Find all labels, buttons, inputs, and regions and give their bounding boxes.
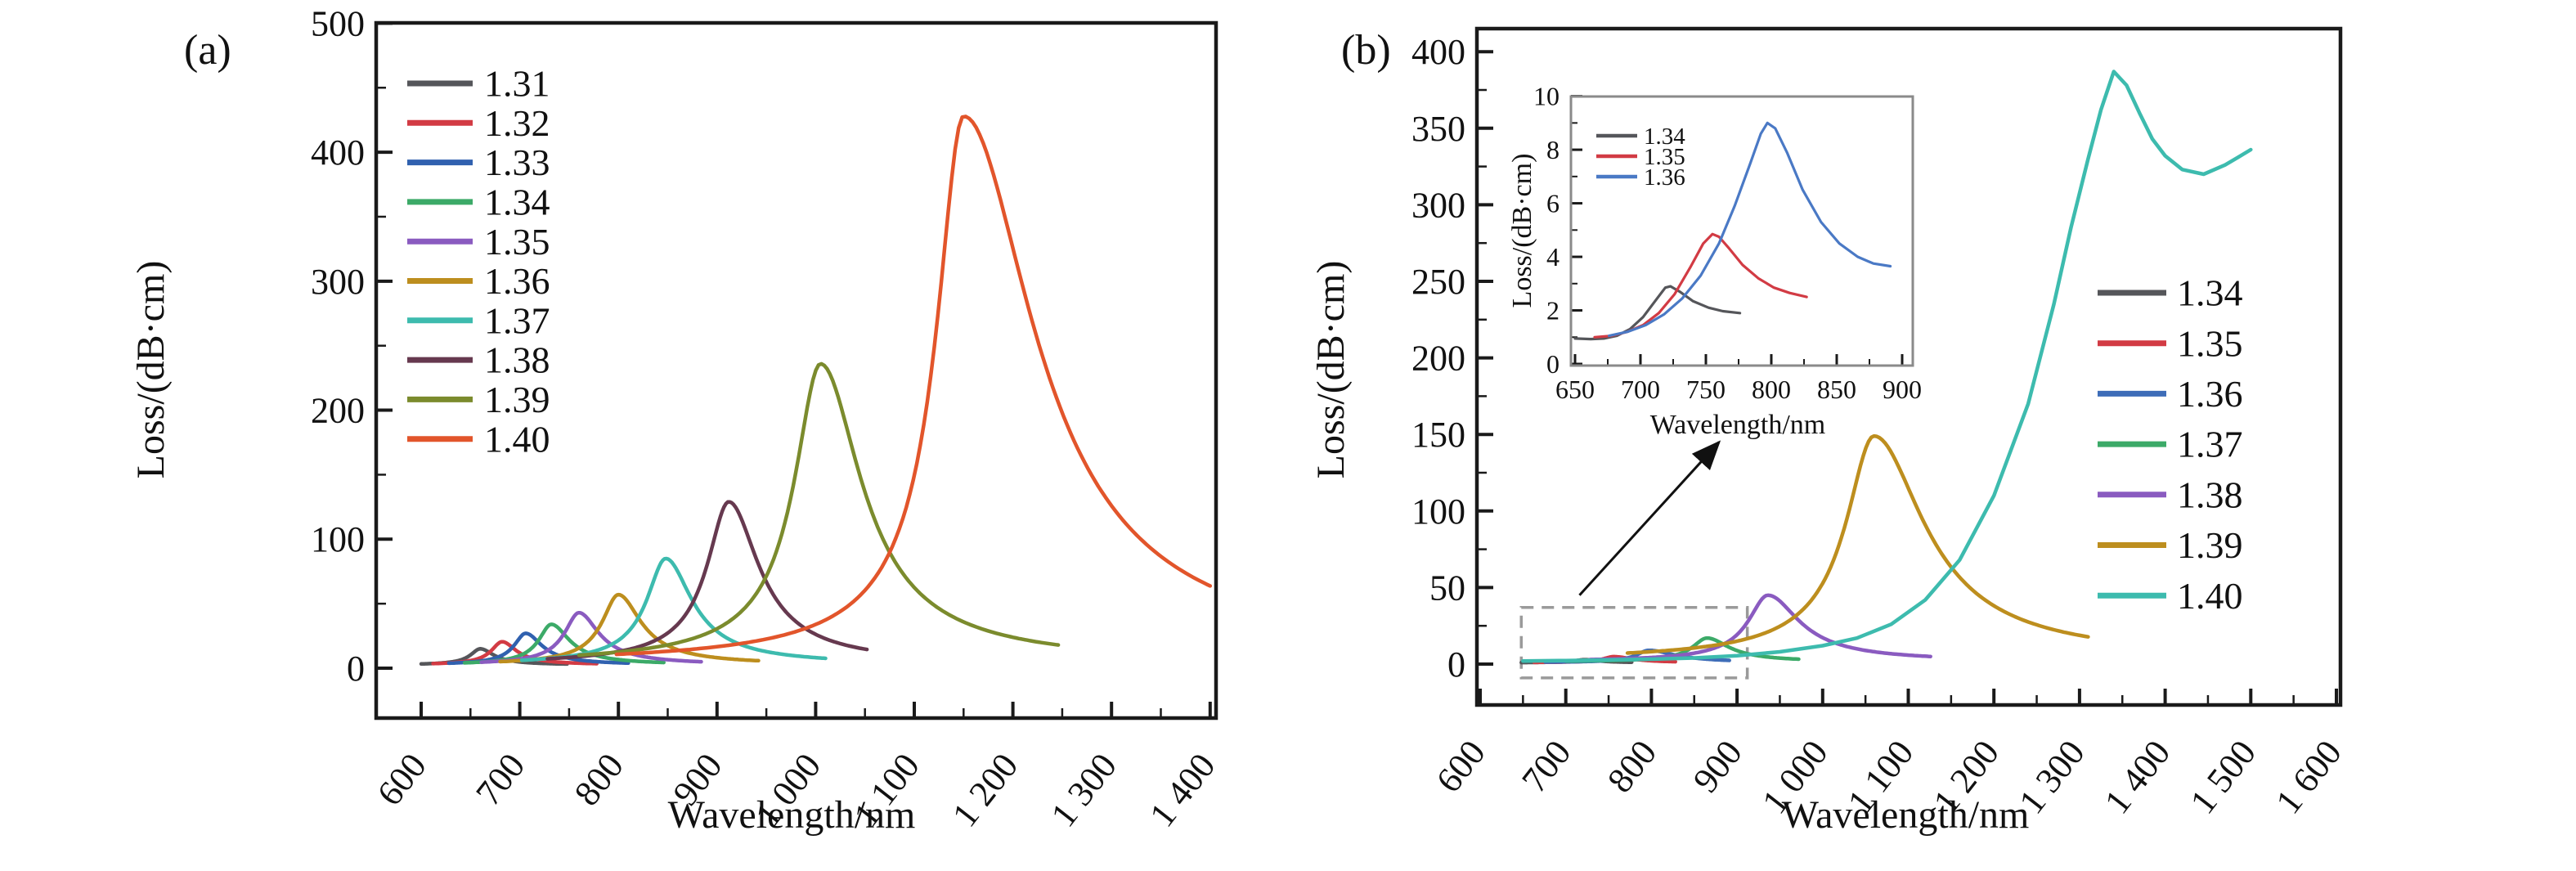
- y-tick-label: 500: [311, 3, 365, 43]
- y-tick-label: 2: [1546, 295, 1560, 325]
- y-tick-label: 200: [1411, 339, 1465, 379]
- series-group: [419, 114, 1213, 667]
- series-line-1.39: [1625, 433, 2090, 655]
- legend: 1.34 1.35 1.36 1.37 1.38 1.39 1.40: [2098, 272, 2243, 617]
- legend-label: 1.38: [2177, 474, 2243, 515]
- series-line-1.34: [1573, 285, 1742, 341]
- y-tick-label: 10: [1533, 81, 1560, 110]
- legend-label: 1.33: [484, 141, 550, 183]
- y-tick-label: 350: [1411, 109, 1465, 149]
- y-tick-label: 50: [1429, 568, 1465, 608]
- chart-panel-a: 600 700 800 900 1 000 1 100 1 200 1 300 1 400010…: [129, 3, 1223, 837]
- legend: 1.341.351.36: [1596, 123, 1685, 191]
- x-tick-label: 1 500: [2183, 733, 2264, 821]
- x-tick-label: 900: [1685, 733, 1750, 800]
- y-tick-label: 300: [311, 262, 365, 302]
- axes-frame: [1569, 95, 1914, 367]
- panel-tag: (a): [184, 27, 231, 74]
- y-tick-label: 400: [311, 132, 365, 173]
- y-axis-title: Loss/(dB·cm): [1309, 261, 1353, 479]
- x-tick-label: 1 400: [2097, 733, 2179, 821]
- x-tick-label: 650: [1555, 375, 1595, 404]
- legend-label: 1.37: [484, 299, 550, 341]
- legend-label: 1.39: [2177, 524, 2243, 566]
- x-tick-label: 700: [468, 746, 532, 813]
- panels-layer: 600 700 800 900 1 000 1 100 1 200 1 300 1 400010…: [129, 3, 2349, 837]
- legend-label: 1.36: [484, 260, 550, 302]
- x-tick-label: 1 600: [2268, 733, 2349, 821]
- x-tick-label: 600: [1429, 733, 1493, 800]
- legend-label: 1.39: [484, 379, 550, 420]
- x-tick-label: 850: [1817, 375, 1856, 404]
- y-tick-label: 8: [1546, 135, 1560, 164]
- y-tick-label: 400: [1411, 32, 1465, 72]
- legend: 1.311.321.331.341.351.361.371.381.391.40: [407, 63, 550, 460]
- y-tick-label: 6: [1546, 188, 1560, 218]
- legend-label: 1.31: [484, 63, 550, 105]
- legend-label: 1.37: [2177, 424, 2243, 465]
- legend-label: 1.34: [1644, 123, 1685, 150]
- series-line-1.40: [614, 114, 1213, 657]
- legend-label: 1.40: [484, 418, 550, 460]
- x-tick-label: 1 300: [1043, 746, 1125, 834]
- series-line-1.39: [577, 361, 1061, 658]
- y-tick-label: 200: [311, 391, 365, 431]
- x-axis-title: Wavelength/nm: [1650, 410, 1825, 440]
- zoom-region-dashed-box: [1519, 605, 1749, 680]
- x-tick-label: 900: [1883, 375, 1922, 404]
- series-group: [1573, 121, 1892, 341]
- x-axis-title: Wavelength/nm: [1782, 793, 2030, 837]
- legend-label: 1.36: [1644, 164, 1685, 191]
- x-tick-label: 600: [370, 746, 434, 813]
- series-group: [1519, 70, 2253, 665]
- legend-label: 1.35: [484, 221, 550, 263]
- x-tick-label: 800: [567, 746, 631, 813]
- legend-label: 1.34: [2177, 272, 2243, 314]
- x-axis-title: Wavelength/nm: [668, 793, 916, 837]
- legend-label: 1.32: [484, 102, 550, 144]
- y-tick-label: 0: [1447, 644, 1465, 685]
- y-tick-label: 300: [1411, 185, 1465, 225]
- y-tick-label: 0: [347, 649, 365, 689]
- y-axis-title: Loss/(dB·cm): [129, 261, 173, 479]
- inset-background: [1571, 97, 1913, 366]
- series-line-1.36: [1607, 121, 1892, 338]
- x-tick-label: 1 200: [945, 746, 1026, 834]
- y-tick-label: 150: [1411, 415, 1465, 455]
- series-line-1.40: [1521, 70, 2253, 663]
- axes-frame: [374, 20, 1218, 721]
- legend-label: 1.34: [484, 182, 550, 223]
- x-tick-label: 800: [1600, 733, 1664, 800]
- y-tick-label: 4: [1546, 242, 1560, 272]
- x-tick-label: 750: [1686, 375, 1726, 404]
- x-tick-label: 700: [1621, 375, 1660, 404]
- legend-label: 1.35: [1644, 144, 1685, 170]
- x-tick-label: 800: [1752, 375, 1791, 404]
- panel-tag: (b): [1341, 27, 1391, 74]
- inset-pointer-arrow: [1578, 440, 1721, 596]
- axes-frame: [1474, 26, 2343, 707]
- y-axis-title: Loss/(dB·cm): [1507, 154, 1537, 308]
- y-tick-label: 100: [1411, 492, 1465, 532]
- x-tick-label: 1 400: [1142, 746, 1223, 834]
- legend-label: 1.40: [2177, 575, 2243, 617]
- x-tick-label: 700: [1514, 733, 1578, 800]
- legend-label: 1.35: [2177, 322, 2243, 364]
- y-tick-label: 100: [311, 519, 365, 559]
- legend-label: 1.36: [2177, 373, 2243, 415]
- y-tick-label: 0: [1546, 349, 1560, 379]
- legend-label: 1.38: [484, 339, 550, 381]
- chart-panel-b-inset: 650 700 750 800 850 900 0 2 4 6 8 10 Wavelength/nm Lo…: [1507, 81, 1922, 440]
- y-tick-label: 250: [1411, 262, 1465, 302]
